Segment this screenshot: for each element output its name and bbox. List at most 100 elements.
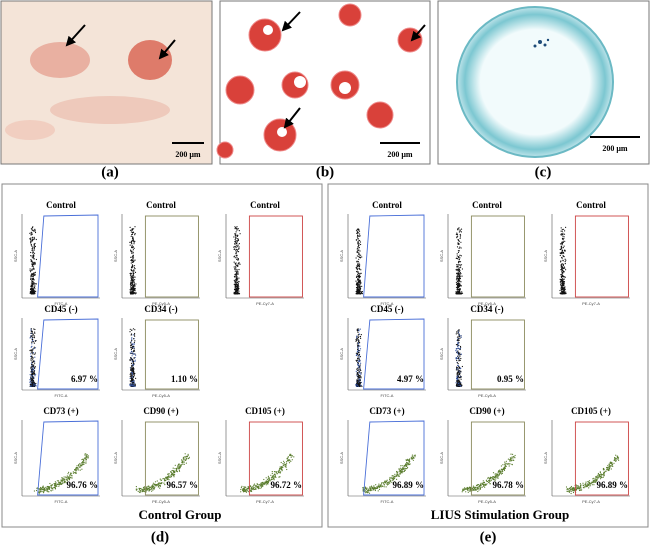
event-dot [133,345,135,347]
plot-title: CD45 (-) [44,304,77,314]
event-dot [165,479,167,481]
event-dot [570,485,573,488]
event-dot [564,230,566,232]
event-dot [31,371,33,373]
event-dot [33,258,35,260]
event-dot [614,457,617,459]
event-dot [404,469,406,471]
event-dot [129,377,131,379]
event-dot [355,276,358,278]
event-dot [456,367,458,369]
event-dot [512,455,514,458]
event-dot [458,270,460,273]
event-dot [32,341,35,343]
event-dot [598,476,600,478]
event-dot [34,375,36,377]
event-dot [357,232,360,234]
event-dot [32,370,34,372]
event-dot [615,458,617,460]
event-dot [358,256,360,258]
micrograph-b: 200 μm [216,0,431,165]
event-dot [596,478,598,480]
event-dot [32,382,34,385]
event-dot [273,477,275,479]
event-dot [460,353,462,355]
percent-label: 96.76 % [67,480,99,490]
event-dot [364,486,366,488]
event-dot [358,345,360,347]
event-dot [459,283,461,285]
event-dot [179,466,181,468]
event-dot [245,491,247,493]
event-dot [40,488,43,490]
event-dot [460,273,462,275]
event-dot [359,289,361,292]
event-dot [158,482,160,484]
event-dot [31,385,33,387]
event-dot [270,477,272,479]
event-dot [237,258,239,260]
event-dot [465,491,467,493]
event-dot [87,457,89,459]
event-dot [403,465,405,467]
event-dot [236,226,238,228]
event-dot [456,253,458,255]
event-dot [378,488,381,490]
event-dot [30,379,32,381]
event-dot [182,462,184,464]
event-dot [359,280,361,282]
event-dot [34,285,36,287]
event-dot [235,271,238,273]
event-dot [238,281,240,283]
event-dot [358,284,360,286]
event-dot [487,478,489,480]
y-axis-label: SSC-A [113,348,118,361]
event-dot [406,463,409,465]
event-dot [563,228,565,230]
event-dot [83,463,85,465]
event-dot [133,349,135,351]
y-axis-label: SSC-A [339,348,344,361]
event-dot [130,368,132,371]
event-dot [360,384,362,387]
event-dot [608,467,610,469]
event-dot [356,374,358,376]
event-dot [33,342,36,344]
event-dot [358,240,360,242]
event-dot [357,346,359,348]
event-dot [561,256,563,259]
event-dot [459,380,461,382]
event-dot [184,456,186,458]
event-dot [481,483,483,485]
event-dot [505,465,507,467]
event-dot [561,265,563,267]
event-dot [238,230,240,232]
event-dot [132,264,134,267]
event-dot [360,376,362,378]
event-dot [153,488,155,490]
event-dot [564,288,566,290]
event-dot [130,341,132,343]
event-dot [459,367,461,369]
event-dot [560,288,563,290]
event-dot [355,340,357,342]
event-dot [485,479,487,481]
event-dot [236,249,238,251]
event-dot [615,460,617,462]
event-dot [563,278,565,280]
event-dot [29,238,31,240]
event-dot [357,338,359,341]
event-dot [32,287,34,290]
event-dot [456,372,458,374]
event-dot [33,244,35,246]
event-dot [132,279,134,281]
event-dot [359,233,361,235]
event-dot [44,489,46,491]
event-dot [472,486,474,488]
event-dot [563,236,565,238]
event-dot [33,274,35,276]
event-dot [559,252,562,254]
event-dot [29,374,31,376]
event-dot [511,456,513,458]
percent-label: 1.10 % [171,374,198,384]
